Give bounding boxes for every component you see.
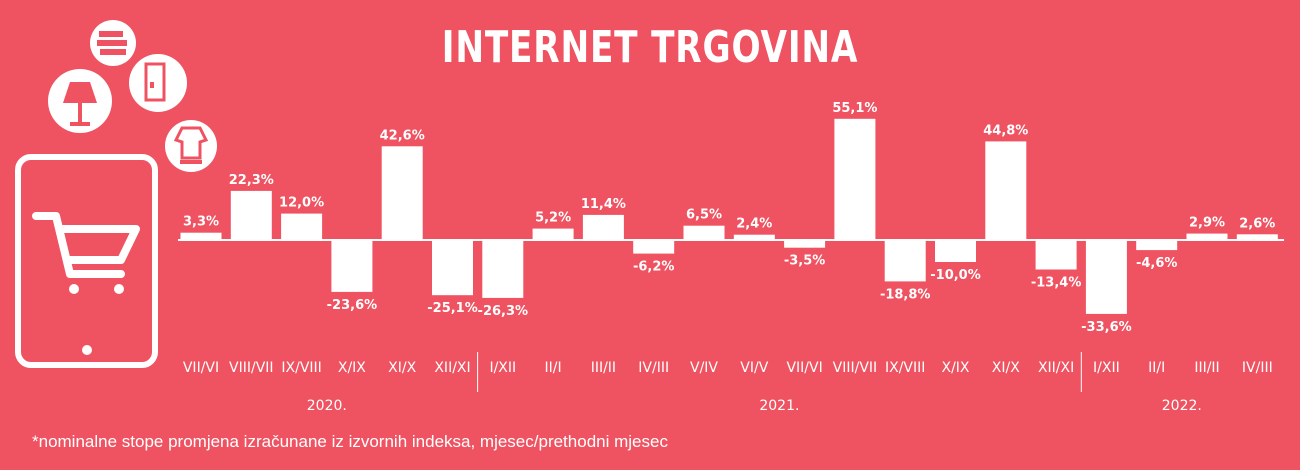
bar-9: [633, 240, 675, 254]
value-label-14: -18,8%: [880, 287, 931, 302]
value-label-20: 2,9%: [1189, 216, 1225, 231]
tablet-icon: [15, 154, 158, 368]
bar-chart: 3,3% 22,3% 12,0% -23,6% 42,6% -25,1% -26,3% 5,2…: [178, 101, 1284, 414]
x-tick-label-18: I/XII: [1093, 360, 1120, 376]
value-label-21: 2,6%: [1239, 216, 1275, 231]
x-tick-label-10: V/IV: [690, 360, 718, 376]
fridge-icon: [129, 54, 187, 112]
value-label-19: -4,6%: [1136, 256, 1177, 271]
value-label-16: 44,8%: [983, 123, 1028, 138]
value-label-0: 3,3%: [183, 215, 219, 230]
books-icon: [90, 20, 136, 66]
x-tick-label-4: XI/X: [388, 360, 416, 376]
value-label-17: -13,4%: [1031, 276, 1082, 291]
value-label-5: -25,1%: [427, 301, 478, 316]
value-label-1: 22,3%: [229, 173, 274, 188]
x-tick-label-16: XI/X: [992, 360, 1020, 376]
bar-6: [482, 240, 524, 298]
x-tick-label-15: X/IX: [941, 360, 969, 376]
bar-4: [381, 146, 423, 240]
value-label-4: 42,6%: [380, 128, 425, 143]
x-tick-label-7: II/I: [545, 360, 562, 376]
year-label-0: 2020.: [307, 398, 347, 414]
value-label-8: 11,4%: [581, 197, 626, 212]
value-label-7: 5,2%: [535, 211, 571, 226]
x-tick-label-6: I/XII: [489, 360, 516, 376]
bar-11: [733, 234, 775, 240]
year-label-1: 2021.: [759, 398, 799, 414]
bar-13: [834, 118, 876, 240]
x-tick-label-9: IV/III: [638, 360, 669, 376]
value-label-18: -33,6%: [1081, 320, 1132, 335]
bar-15: [935, 240, 976, 262]
x-tick-label-8: III/II: [591, 360, 616, 376]
bar-17: [1035, 240, 1077, 270]
x-tick-label-5: XII/XI: [434, 360, 470, 376]
bar-19: [1136, 240, 1178, 251]
x-tick-label-21: IV/III: [1242, 360, 1273, 376]
x-tick-label-12: VII/VI: [786, 360, 822, 376]
value-label-13: 55,1%: [832, 101, 877, 116]
bar-3: [331, 240, 373, 292]
bar-21: [1236, 234, 1278, 240]
chart-title: INTERNET TRGOVINA: [441, 22, 859, 73]
bar-10: [683, 225, 725, 240]
bar-14: [884, 240, 926, 282]
value-label-11: 2,4%: [736, 217, 772, 232]
bar-5: [432, 240, 473, 296]
clothes-icon: [165, 120, 217, 172]
bar-0: [180, 232, 222, 240]
bar-20: [1186, 233, 1228, 240]
x-tick-label-11: VI/V: [740, 360, 768, 376]
footnote: *nominalne stope promjena izračunane iz …: [32, 432, 668, 451]
x-tick-label-2: IX/VIII: [281, 360, 321, 376]
x-tick-label-14: IX/VIII: [885, 360, 925, 376]
bar-7: [532, 228, 574, 240]
value-label-9: -6,2%: [633, 260, 674, 275]
bar-8: [582, 214, 624, 240]
x-tick-label-17: XII/XI: [1038, 360, 1074, 376]
bar-18: [1085, 240, 1127, 314]
lamp-icon: [48, 69, 112, 133]
bar-2: [281, 213, 323, 240]
value-label-6: -26,3%: [478, 304, 529, 319]
x-tick-label-13: VIII/VII: [833, 360, 878, 376]
value-label-2: 12,0%: [279, 196, 324, 211]
x-tick-label-0: VII/VI: [183, 360, 219, 376]
illustration: [15, 20, 217, 368]
shopping-cart-icon: [32, 212, 140, 294]
x-tick-label-1: VIII/VII: [229, 360, 274, 376]
value-label-10: 6,5%: [686, 208, 722, 223]
value-label-15: -10,0%: [930, 268, 981, 283]
bar-1: [230, 190, 272, 240]
value-label-12: -3,5%: [784, 254, 825, 269]
bar-12: [784, 240, 826, 248]
x-tick-label-3: X/IX: [338, 360, 366, 376]
value-label-3: -23,6%: [327, 298, 378, 313]
bar-16: [985, 141, 1027, 240]
x-tick-label-19: II/I: [1148, 360, 1165, 376]
x-tick-label-20: III/II: [1194, 360, 1219, 376]
year-label-2: 2022.: [1162, 398, 1202, 414]
